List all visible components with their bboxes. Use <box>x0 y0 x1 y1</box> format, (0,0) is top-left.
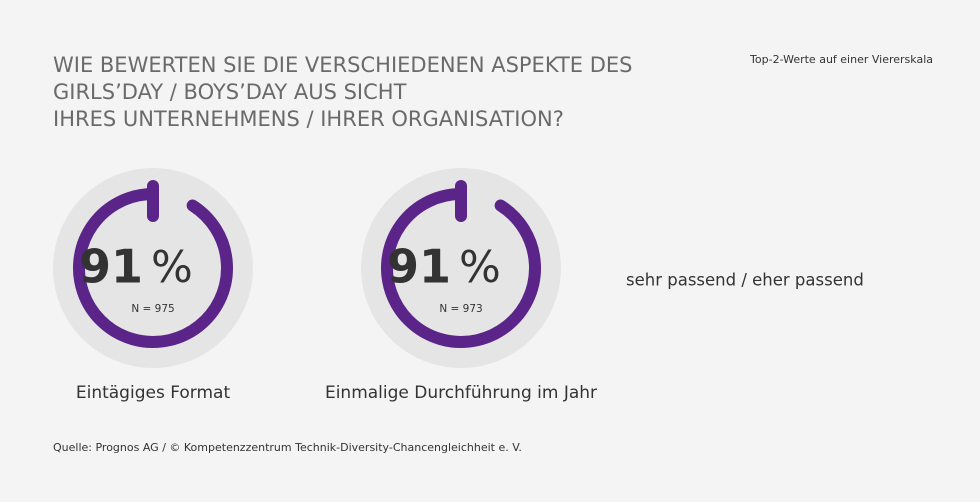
category-label: Einmalige Durchführung im Jahr <box>325 383 597 403</box>
legend-label: sehr passend / eher passend <box>626 271 864 290</box>
n-label: N = 975 <box>131 303 174 315</box>
title-line: IHRES UNTERNEHMENS / IHRER ORGANISATION? <box>53 107 564 131</box>
title-line: WIE BEWERTEN SIE DIE VERSCHIEDENEN ASPEK… <box>53 53 633 77</box>
source: Quelle: Prognos AG / © Kompetenzzentrum … <box>53 441 522 454</box>
gauge-arc <box>73 188 233 348</box>
gauge-unit: % <box>151 242 193 293</box>
gauge-value: 91 <box>79 240 143 294</box>
gauge-value: 91 <box>387 240 451 294</box>
title-line: GIRLS’DAY / BOYS’DAY AUS SICHT <box>53 80 407 104</box>
gauge-arc <box>381 188 541 348</box>
gauge-unit: % <box>459 242 501 293</box>
category-label: Eintägiges Format <box>76 383 231 403</box>
note: Top-2-Werte auf einer Viererskala <box>749 53 933 66</box>
n-label: N = 973 <box>439 303 482 315</box>
